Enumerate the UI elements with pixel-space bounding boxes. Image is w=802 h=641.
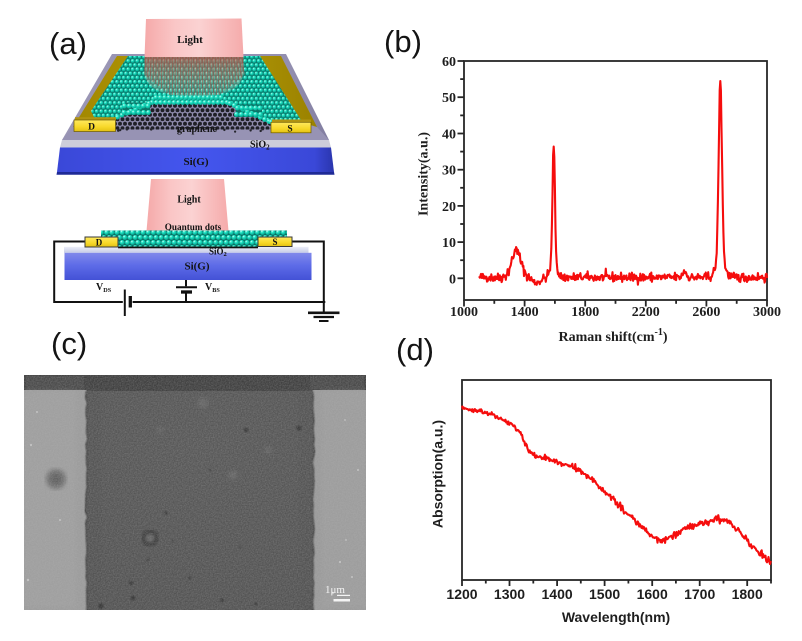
svg-text:1μm: 1μm — [325, 584, 345, 596]
svg-text:Absorption(a.u.): Absorption(a.u.) — [430, 420, 446, 528]
svg-text:S: S — [287, 125, 292, 135]
svg-text:0: 0 — [449, 272, 456, 287]
svg-text:1600: 1600 — [637, 586, 668, 602]
svg-text:20: 20 — [442, 200, 456, 215]
svg-text:S: S — [272, 237, 277, 247]
svg-text:Intensity(a.u.): Intensity(a.u.) — [417, 132, 432, 216]
svg-text:1000: 1000 — [450, 305, 478, 320]
svg-text:Si(G): Si(G) — [183, 156, 208, 168]
svg-text:Si(G): Si(G) — [184, 261, 209, 273]
svg-text:10: 10 — [442, 236, 456, 251]
svg-text:(d): (d) — [396, 332, 434, 367]
svg-text:1800: 1800 — [732, 586, 763, 602]
svg-text:SiO2: SiO2 — [250, 140, 270, 152]
svg-text:1800: 1800 — [571, 305, 599, 320]
svg-text:(b): (b) — [384, 24, 422, 59]
svg-text:30: 30 — [442, 164, 456, 179]
svg-text:Light: Light — [177, 195, 201, 206]
svg-text:Raman shift(cm-1): Raman shift(cm-1) — [558, 327, 667, 345]
svg-text:40: 40 — [442, 128, 456, 143]
svg-text:Light: Light — [177, 34, 203, 46]
svg-text:2600: 2600 — [692, 305, 720, 320]
svg-text:Wavelength(nm): Wavelength(nm) — [562, 609, 670, 625]
svg-text:1700: 1700 — [684, 586, 715, 602]
svg-text:60: 60 — [442, 55, 456, 70]
svg-text:D: D — [96, 238, 103, 248]
svg-text:SiO2: SiO2 — [209, 247, 227, 259]
svg-text:(c): (c) — [51, 326, 87, 361]
svg-text:1400: 1400 — [511, 305, 539, 320]
svg-text:Quantum dots: Quantum dots — [165, 222, 222, 232]
svg-text:(a): (a) — [49, 26, 87, 61]
svg-text:50: 50 — [442, 91, 456, 106]
svg-text:2200: 2200 — [632, 305, 660, 320]
svg-text:3000: 3000 — [753, 305, 781, 320]
svg-text:D: D — [88, 123, 95, 133]
svg-text:1200: 1200 — [446, 586, 477, 602]
svg-text:VBS: VBS — [205, 282, 220, 294]
svg-text:1500: 1500 — [589, 586, 620, 602]
svg-text:1300: 1300 — [494, 586, 525, 602]
svg-text:VDS: VDS — [96, 282, 112, 294]
svg-text:1400: 1400 — [542, 586, 573, 602]
svg-text:graphene: graphene — [177, 124, 218, 135]
